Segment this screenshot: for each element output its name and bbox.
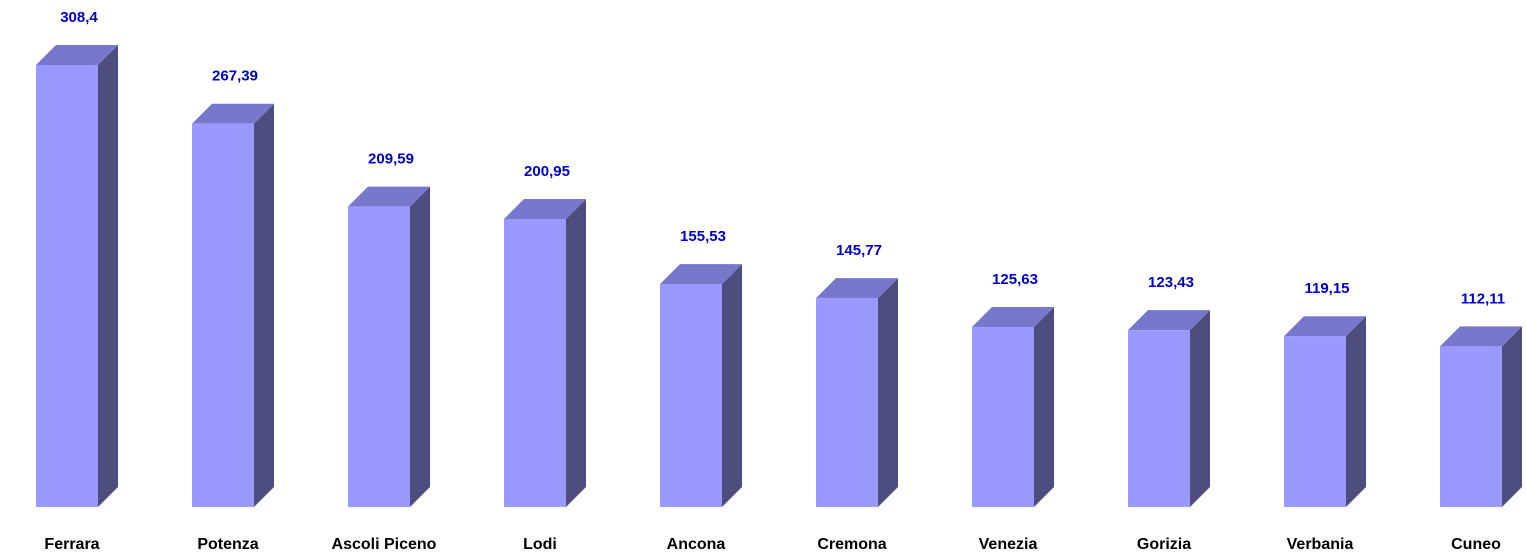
bar: [972, 326, 1034, 507]
bar-side: [1346, 316, 1366, 507]
bar-top: [972, 306, 1054, 327]
bar-side: [98, 45, 118, 507]
x-tick-label: Gorizia: [1137, 536, 1191, 553]
bar-top: [192, 103, 274, 124]
x-tick-label: Potenza: [197, 536, 258, 553]
bar: [36, 65, 98, 507]
value-label: 209,59: [368, 151, 414, 168]
bar-top: [348, 186, 430, 207]
bar-top: [1128, 310, 1210, 331]
value-label: 267,39: [212, 68, 258, 85]
bar-side: [254, 103, 274, 507]
bar-top: [1284, 316, 1366, 337]
bar-top: [660, 264, 742, 285]
x-tick-label: Ferrara: [44, 536, 99, 553]
bar: [1284, 336, 1346, 507]
x-tick-label: Cuneo: [1451, 536, 1501, 553]
bar: [1128, 330, 1190, 507]
bar-side: [1034, 306, 1054, 507]
x-tick-label: Verbania: [1287, 536, 1354, 553]
x-tick-label: Ancona: [667, 536, 726, 553]
x-tick-label: Lodi: [523, 536, 557, 553]
bar: [504, 218, 566, 507]
bar-side: [410, 186, 430, 507]
value-label: 125,63: [992, 271, 1038, 288]
x-tick-label: Ascoli Piceno: [332, 536, 437, 553]
value-label: 112,11: [1461, 290, 1505, 307]
value-label: 123,43: [1148, 274, 1194, 291]
bar-side: [566, 198, 586, 507]
bar-side: [878, 278, 898, 507]
bar: [660, 284, 722, 507]
bar-top: [816, 278, 898, 299]
bar-top: [36, 45, 118, 65]
value-label: 145,77: [836, 242, 882, 259]
bar-top: [1440, 326, 1522, 347]
bar-top: [504, 198, 586, 219]
value-label: 155,53: [680, 228, 726, 245]
bar-side: [1502, 326, 1522, 507]
value-label: 200,95: [524, 163, 570, 180]
value-label: 119,15: [1304, 280, 1349, 297]
value-label: 308,4: [60, 9, 98, 26]
bar: [1440, 346, 1502, 507]
x-tick-label: Cremona: [817, 536, 886, 553]
x-tick-label: Venezia: [979, 536, 1038, 553]
bar-side: [722, 264, 742, 507]
bar: [816, 298, 878, 507]
bar: [348, 206, 410, 507]
bar-side: [1190, 310, 1210, 507]
bar: [192, 123, 254, 507]
